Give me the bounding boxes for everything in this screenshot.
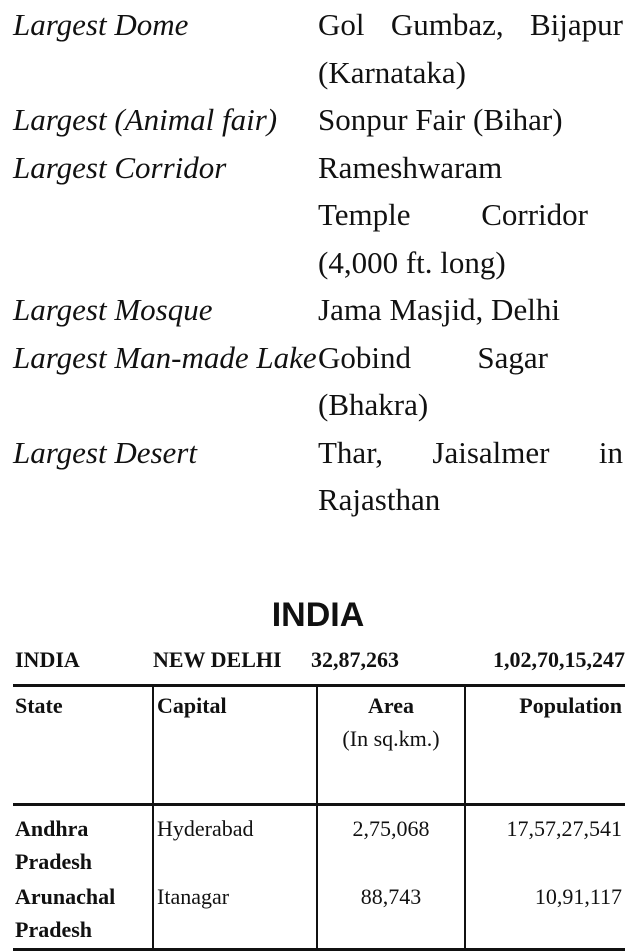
india-capital: NEW DELHI [153,647,282,672]
header-area-unit: (In sq.km.) [342,726,440,751]
fact-row: Largest Mosque Jama Masjid, Delhi [13,286,625,334]
cell-state: Arunachal Pradesh [15,884,116,942]
fact-label: Largest Corridor [13,149,227,185]
india-population: 1,02,70,15,247 [493,647,625,672]
india-name: INDIA [15,647,80,672]
table-header-row: State Capital Area (In sq.km.) Population [13,685,625,805]
fact-row: Largest Desert Thar, Jaisalmer in Rajasth… [13,429,625,524]
india-area: 32,87,263 [311,647,399,672]
fact-row: Largest Corridor Rameshwaram Temple Corri… [13,144,625,287]
cell-area: 88,743 [316,880,465,950]
largest-facts-list: Largest Dome Gol Gumbaz, Bijapur (Karnata… [13,1,625,524]
cell-capital: Hyderabad [152,804,317,880]
header-population: Population [464,685,625,805]
cell-population: 10,91,117 [464,880,625,950]
fact-value: Jama Masjid, Delhi [318,292,560,327]
fact-row: Largest (Animal fair) Sonpur Fair (Bihar) [13,96,625,144]
table-row: Arunachal Pradesh Itanagar 88,743 10,91,… [13,880,625,950]
fact-value: Thar, Jaisalmer in Rajasthan [318,434,623,518]
fact-label: Largest Desert [13,434,197,470]
table-row: Andhra Pradesh Hyderabad 2,75,068 17,57,… [13,804,625,880]
header-state: State [15,693,63,718]
fact-value: Rameshwaram Temple Corridor (4,000 ft. l… [318,149,588,280]
fact-label: Largest (Animal fair) [13,102,278,137]
fact-value: Gol Gumbaz, Bijapur (Karnataka) [318,7,623,90]
fact-label: Largest Man-made Lake [13,339,317,375]
header-area-label: Area [367,693,415,718]
fact-row: Largest Man-made Lake Gobind Sagar (Bhakr… [13,334,625,429]
fact-row: Largest Dome Gol Gumbaz, Bijapur (Karnata… [13,1,625,96]
fact-value: Gobind Sagar (Bhakra) [318,339,548,423]
cell-population: 17,57,27,541 [464,804,625,880]
fact-label: Largest Dome [13,7,189,42]
cell-area: 2,75,068 [316,804,465,880]
fact-value: Sonpur Fair (Bihar) [318,102,563,137]
header-capital: Capital [152,685,317,805]
section-title: INDIA [271,596,365,634]
cell-capital: Itanagar [152,880,317,950]
header-area: Area (In sq.km.) [316,685,465,805]
fact-label: Largest Mosque [13,292,213,327]
states-table: State Capital Area (In sq.km.) Population… [13,684,625,951]
cell-state: Andhra Pradesh [15,816,92,874]
